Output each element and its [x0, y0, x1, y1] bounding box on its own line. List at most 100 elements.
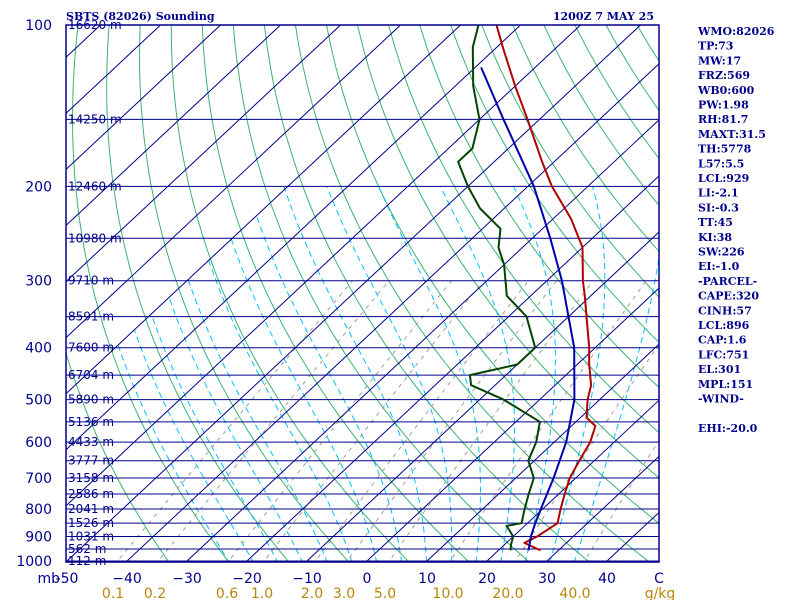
moist-adiabat-line [117, 344, 230, 562]
dry-adiabat-line [139, 25, 350, 562]
index-line: LCL:896 [698, 319, 750, 332]
isotherm-line [66, 25, 341, 283]
temperature-tick-label: −20 [232, 571, 262, 587]
pressure-tick-label: 500 [25, 393, 52, 409]
pressure-tick-label: 1000 [16, 554, 52, 570]
valid-time: 1200Z 7 MAY 25 [553, 10, 654, 23]
temperature-tick-label: −10 [292, 571, 322, 587]
isotherm-line [126, 63, 659, 562]
moist-adiabat-line [133, 329, 254, 562]
chart-title: SBTS (82026) Sounding [66, 10, 215, 23]
temperature-tick-label: 10 [418, 571, 436, 587]
index-line: MAXT:31.5 [698, 128, 766, 141]
index-line: EL:301 [698, 363, 741, 376]
pressure-tick-label: 800 [25, 502, 52, 518]
moist-adiabat-line [440, 186, 516, 562]
mixing-ratio-line [314, 280, 529, 562]
moist-adiabat-line [230, 238, 378, 562]
index-line: TT:45 [698, 216, 733, 229]
index-line: CINH:57 [698, 304, 752, 317]
mixing-ratio-unit: g/kg [645, 586, 676, 600]
pressure-tick-label: 100 [25, 18, 52, 34]
isotherm-line [66, 25, 221, 171]
mixing-ratio-label: 40.0 [559, 586, 590, 600]
mixing-ratio-label: 10.0 [432, 586, 463, 600]
mixing-ratio-label: 2.0 [301, 586, 323, 600]
index-line: CAP:1.6 [698, 334, 747, 347]
dry-adiabat-line [326, 25, 659, 525]
index-line: EHI:-20.0 [698, 422, 758, 435]
mixing-ratio-label: 0.1 [102, 586, 124, 600]
index-line: -WIND- [698, 393, 744, 406]
moist-adiabat-line [255, 213, 403, 562]
moist-adiabat-line [549, 186, 606, 562]
isotherm-line [66, 25, 641, 562]
height-label: 3777 m [68, 454, 114, 468]
height-label: 14250 m [68, 112, 122, 126]
height-label: 1031 m [68, 529, 114, 543]
index-line: FRZ:569 [698, 69, 750, 82]
mixing-ratio-label: 1.0 [251, 586, 273, 600]
index-line: LCL:929 [698, 172, 749, 185]
index-line: MW:17 [698, 54, 741, 67]
isotherm-line [426, 343, 659, 562]
height-label: 2586 m [68, 487, 114, 501]
dry-adiabat-line [512, 25, 659, 253]
height-label: 6704 m [68, 368, 114, 382]
isotherm-line [66, 25, 581, 507]
dewpoint-line [457, 25, 541, 551]
dry-adiabat-line [106, 25, 290, 562]
mixing-ratio-line [227, 280, 453, 562]
pressure-tick-label: 700 [25, 471, 52, 487]
height-label: 2041 m [68, 502, 114, 516]
mixing-ratio-line [345, 280, 557, 562]
isotherm-line [66, 25, 401, 339]
height-label: 16620 m [68, 18, 122, 32]
mixing-ratio-line [387, 280, 594, 562]
temperature-tick-label: -50 [56, 571, 79, 587]
height-label: 3158 m [68, 471, 114, 485]
height-label: 8591 m [68, 310, 114, 324]
dry-adiabat-line [201, 25, 470, 562]
temperature-tick-label: 0 [363, 571, 372, 587]
height-label: 12460 m [68, 179, 122, 193]
mixing-ratio-label: 3.0 [333, 586, 355, 600]
index-line: LI:-2.1 [698, 187, 739, 200]
isotherm-line [366, 287, 659, 562]
temperature-line [495, 25, 597, 552]
mixing-ratio-label: 20.0 [492, 586, 523, 600]
pressure-tick-label: 900 [25, 529, 52, 545]
dry-adiabat-line [66, 351, 170, 562]
isotherm-line [546, 455, 659, 562]
index-line: MPL:151 [698, 378, 753, 391]
dry-adiabat-line [170, 25, 410, 562]
isotherm-line [66, 25, 461, 395]
sounding-traces [457, 25, 597, 552]
index-line: SW:226 [698, 246, 745, 259]
mixing-ratio-line [116, 280, 353, 562]
temperature-tick-label: 40 [598, 571, 616, 587]
index-line: -PARCEL- [698, 275, 757, 288]
height-label: 562 m [68, 542, 106, 556]
height-label: 1526 m [68, 516, 114, 530]
dry-adiabat-line [450, 25, 659, 343]
temperature-tick-label: 20 [478, 571, 496, 587]
index-line: LFC:751 [698, 348, 749, 361]
height-label: 112 m [68, 554, 106, 568]
mixing-ratio-label: 5.0 [374, 586, 396, 600]
index-line: L57:5.5 [698, 157, 744, 170]
dry-adiabat-line [263, 25, 591, 562]
temperature-tick-label: −40 [112, 571, 142, 587]
height-label: 7600 m [68, 341, 114, 355]
moist-adiabat-line [573, 254, 659, 562]
index-line: WB0:600 [697, 84, 755, 97]
temperature-tick-label: 30 [538, 571, 556, 587]
isotherm-line [306, 231, 659, 562]
dry-adiabat-line [481, 25, 659, 298]
isotherm-line [486, 399, 659, 562]
height-label: 10980 m [68, 231, 122, 245]
